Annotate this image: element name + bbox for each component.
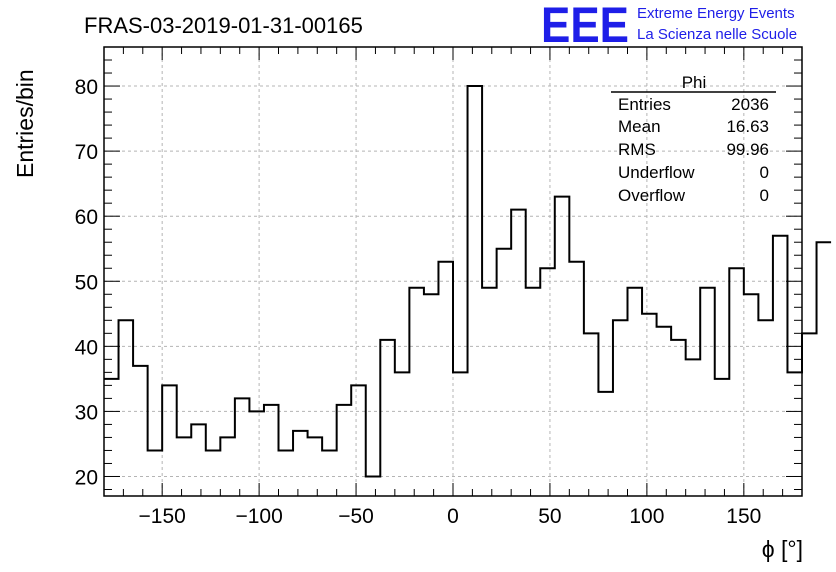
stats-label-underflow: Underflow — [618, 163, 695, 182]
histogram-bin — [700, 288, 715, 496]
chart-title: FRAS-03-2019-01-31-00165 — [84, 13, 363, 38]
histogram-bin — [191, 424, 206, 496]
histogram-bin — [657, 327, 672, 496]
stats-label-rms: RMS — [618, 140, 656, 159]
histogram-bin — [758, 320, 773, 496]
histogram-bin — [482, 288, 497, 496]
logo-line-2: La Scienza nelle Scuole — [637, 26, 797, 43]
histogram-bin — [293, 431, 308, 496]
x-tick-label: 100 — [629, 505, 664, 528]
stats-value-overflow: 0 — [760, 186, 769, 205]
histogram-bin — [729, 268, 744, 496]
histogram-bin — [569, 262, 584, 496]
histogram-bin — [787, 372, 802, 496]
stats-label-mean: Mean — [618, 117, 661, 136]
histogram-bin — [351, 385, 366, 496]
histogram-bin — [424, 294, 439, 496]
stats-label-entries: Entries — [618, 95, 671, 114]
stats-value-entries: 2036 — [731, 95, 769, 114]
histogram-bin — [555, 197, 570, 496]
y-tick-label: 70 — [75, 141, 98, 164]
histogram-bin — [598, 392, 613, 496]
histogram-bin — [438, 262, 453, 496]
x-tick-label: −100 — [235, 505, 282, 528]
x-tick-label: 0 — [447, 505, 459, 528]
histogram-bin — [322, 450, 337, 496]
histogram-bin — [497, 249, 512, 496]
histogram-bin — [802, 333, 817, 496]
histogram-bin — [526, 288, 541, 496]
y-tick-label: 80 — [75, 76, 98, 99]
y-tick-label: 20 — [75, 466, 98, 489]
histogram-bin — [249, 411, 264, 496]
histogram-bin — [235, 398, 250, 496]
histogram-bin — [119, 320, 134, 496]
histogram-bin — [264, 405, 279, 496]
histogram-bin — [279, 450, 294, 496]
histogram-bin — [308, 437, 323, 496]
x-tick-label: −50 — [338, 505, 374, 528]
histogram-bin — [715, 379, 730, 496]
axis-ticks: −150 −100 −50 0 50 100 150 20 30 40 50 60 70 80 — [75, 46, 802, 528]
histogram-bin — [453, 372, 468, 496]
x-tick-label: 150 — [726, 505, 761, 528]
y-tick-label: 40 — [75, 336, 98, 359]
histogram-bin — [366, 476, 381, 496]
x-tick-label: −150 — [139, 505, 186, 528]
stats-label-overflow: Overflow — [618, 186, 686, 205]
histogram-bin — [220, 437, 235, 496]
stats-value-underflow: 0 — [760, 163, 769, 182]
histogram-bin — [206, 450, 221, 496]
stats-box-name: Phi — [682, 73, 707, 92]
y-tick-label: 60 — [75, 206, 98, 229]
histogram-bin — [133, 366, 148, 496]
histogram — [104, 85, 832, 496]
stats-value-rms: 99.96 — [726, 140, 769, 159]
stats-box: Phi Entries 2036 Mean 16.63 RMS 99.96 Un… — [611, 73, 776, 205]
histogram-bin — [177, 437, 192, 496]
histogram-bin — [468, 86, 483, 496]
y-tick-label: 30 — [75, 401, 98, 424]
histogram-bin — [337, 405, 352, 496]
histogram-outline — [104, 85, 832, 478]
eee-logo: EEE — [541, 0, 629, 53]
histogram-bin — [744, 294, 759, 496]
histogram-bin — [162, 385, 177, 496]
y-tick-label: 50 — [75, 271, 98, 294]
histogram-bin — [671, 340, 686, 496]
stats-value-mean: 16.63 — [726, 117, 769, 136]
histogram-bin — [773, 236, 788, 496]
histogram-bin — [642, 314, 657, 496]
histogram-bin — [395, 372, 410, 496]
histogram-bin — [584, 333, 599, 496]
histogram-bin — [540, 268, 555, 496]
histogram-bin — [817, 242, 832, 496]
logo-line-1: Extreme Energy Events — [637, 5, 795, 22]
histogram-bin — [511, 210, 526, 496]
histogram-bin — [628, 288, 643, 496]
x-axis-title: ϕ [°] — [762, 536, 803, 562]
x-tick-label: 50 — [538, 505, 561, 528]
histogram-bin — [148, 450, 163, 496]
y-axis-title: Entries/bin — [12, 69, 38, 178]
histogram-bin — [380, 340, 395, 496]
histogram-bin — [409, 288, 424, 496]
histogram-bin — [613, 320, 628, 496]
histogram-bin — [686, 359, 701, 496]
